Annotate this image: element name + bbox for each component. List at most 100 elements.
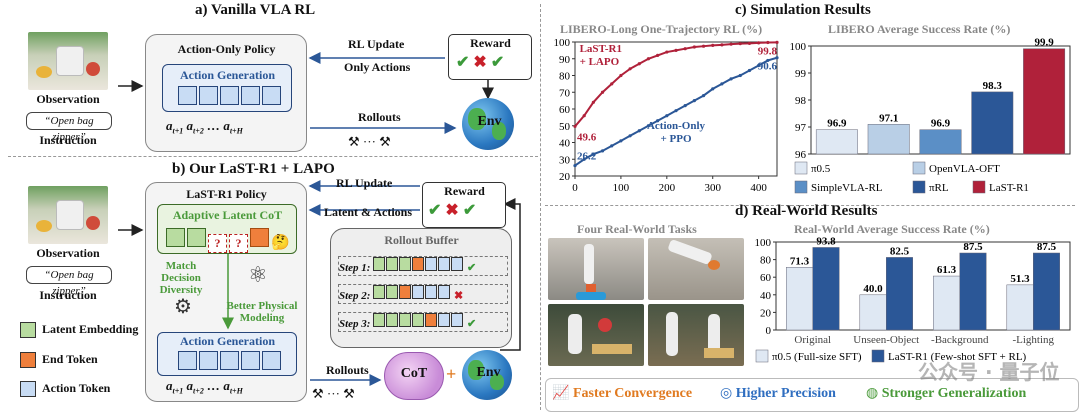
only-actions-label: Only Actions [344,60,411,74]
observation-label-b: Observation [36,246,100,260]
cross-icon: ✖ [453,290,464,302]
bar [933,275,960,331]
y-tick-label: 100 [790,41,807,53]
reward-label-a: Reward [470,36,511,50]
observation-label-a: Observation [36,92,100,106]
data-point [775,40,779,44]
bar-value-label: 93.8 [816,235,836,247]
check-icon: ✔ [466,262,477,274]
data-point [656,53,660,57]
benefit-higher-precision: ◎ Higher Precision [720,386,836,401]
data-point [610,82,614,86]
reward-marks-a: ✔ ✖ ✔ [456,52,504,72]
legend-label: πRL [929,182,949,194]
observation-image-a [28,32,108,90]
y-tick-label: 90 [559,54,571,66]
reward-marks-b: ✔ ✖ ✔ [428,200,476,220]
bar [959,252,987,331]
real-task-photo-4 [648,304,744,366]
start-value-label: 49.6 [577,131,597,143]
real-bar-title: Real-World Average Success Rate (%) [794,222,990,236]
y-tick-label: 30 [559,154,571,166]
bar-value-label: 98.3 [983,80,1003,92]
y-tick-label: 50 [559,121,571,133]
x-tick-label: 300 [704,182,721,194]
adaptive-cot-label: Adaptive Latent CoT [172,208,283,222]
action-tokens-a [178,86,283,110]
rollouts-label-a: Rollouts [358,110,401,124]
env-globe-b [462,350,512,400]
legend-swatch [912,180,926,194]
section-a-divider [8,156,538,157]
bar-value-label: 71.3 [790,255,810,267]
robot-arm-icon: ⚒ [312,386,324,401]
env-label-b: Env [476,365,501,380]
data-point [646,124,651,128]
legend-label: π0.5 [811,163,831,175]
instruction-box-a: “Open bag zipper” [26,112,112,143]
bar [815,129,858,155]
bar [867,124,910,155]
data-point [582,157,586,161]
y-tick-label: 60 [760,272,772,284]
bar [919,129,962,155]
thinking-face-icon: 🤔 [271,235,290,251]
latent-tokens: ?? 🤔 [166,228,290,253]
data-point [729,77,733,81]
bar-value-label: 51.3 [1010,273,1030,285]
data-point [582,114,586,118]
bar-chart-title: LIBERO Average Success Rate (%) [828,22,1011,36]
y-tick-label: 100 [755,237,772,249]
y-tick-label: 40 [559,138,571,150]
y-tick-label: 60 [559,104,571,116]
robot-arm-icon: ⚒ [343,386,355,401]
instruction-label-a: Instruction [39,133,97,147]
cross-icon: ✖ [445,202,459,219]
data-point [738,73,742,78]
section-c-title: c) Simulation Results [735,2,871,18]
target-icon: ◎ [720,386,733,401]
plus-sign: + [446,364,457,384]
legend-label: LaST-R1 [989,182,1029,194]
data-point [628,67,632,71]
bar-value-label: 87.5 [963,241,983,253]
data-point [591,152,595,156]
action-sequence-a: at+1 at+2 … at+H [166,118,243,136]
observation-image-b [28,186,108,244]
robot-arm-icon: ⚒ [379,134,391,149]
real-task-photo-1 [548,238,644,300]
real-task-photo-3 [548,304,644,366]
bar [812,247,840,331]
bar [971,91,1014,155]
bar [1006,284,1034,331]
bar-value-label: 61.3 [937,264,957,276]
arrows-b [118,180,521,386]
legend-swatch [794,180,808,194]
data-point [600,149,605,153]
x-tick-label: 400 [750,182,767,194]
series-label: + PPO [660,133,691,145]
line-chart-title: LIBERO-Long One-Trajectory RL (%) [560,22,763,36]
data-point [766,40,770,45]
data-point [591,100,595,104]
data-point [747,68,752,73]
legend-swatch [871,349,885,363]
data-point [610,144,614,148]
data-point [573,124,577,129]
action-generation-label-b: Action Generation [180,334,275,348]
data-point [619,139,623,143]
benefit-faster-convergence: 📈 Faster Convergence [552,386,693,401]
data-point [674,109,678,113]
rollout-buffer-title: Rollout Buffer [384,233,459,247]
libero-bar-chart: 96 97 98 99 100 96.9 97.1 96.9 98.3 99.9 π0.5 OpenV… [790,37,1071,194]
section-c-divider [545,205,1075,206]
data-point [665,50,669,54]
line-chart: 0 100 200 300 400 20 30 40 50 60 70 80 90 100 49.6 99.8… [554,37,779,194]
y-tick-label: 97 [795,122,807,134]
rl-update-label-a: RL Update [348,37,405,51]
robot-arm-icon: ⚒ [348,134,360,149]
legend-swatch [972,180,986,194]
data-point [692,45,696,49]
globe-icon: ◍ [866,386,879,401]
data-point [600,90,605,94]
